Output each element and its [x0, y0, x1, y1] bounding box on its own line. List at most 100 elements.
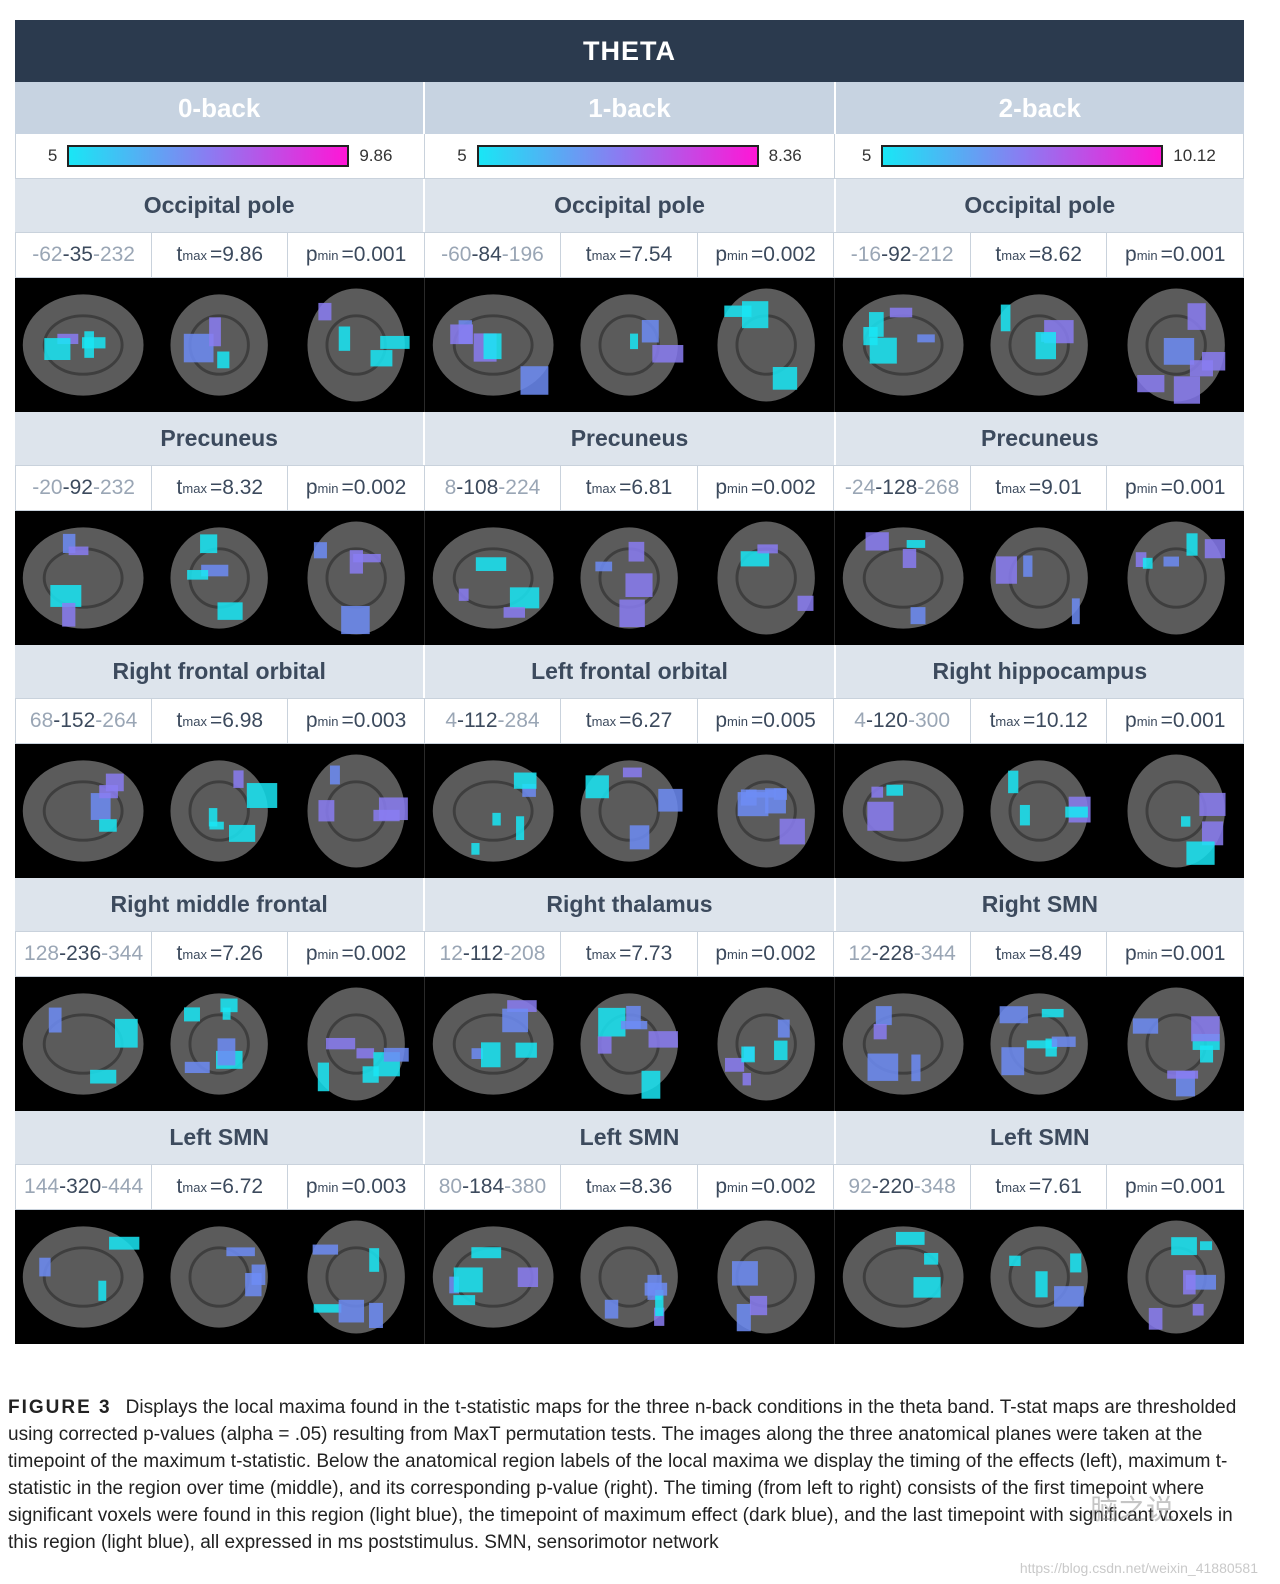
- equals-sign: =: [1028, 942, 1042, 965]
- timing-last: -444: [101, 1175, 144, 1198]
- activation-cluster: [325, 1037, 355, 1050]
- axial-view: [698, 278, 834, 412]
- activation-cluster: [450, 324, 474, 345]
- activation-cluster: [313, 542, 327, 559]
- activation-cluster: [585, 775, 610, 799]
- activation-cluster: [109, 1236, 140, 1250]
- coronal-view: [151, 744, 287, 878]
- timing-last: -300: [907, 709, 950, 732]
- tmax-symbol: t: [176, 709, 183, 732]
- tmax-subscript: max: [182, 713, 207, 729]
- activation-cluster: [217, 1038, 236, 1066]
- timing-cell: 4 -120 -300: [834, 698, 971, 744]
- activation-cluster: [889, 307, 913, 318]
- activation-cluster: [98, 1280, 107, 1301]
- pmin-cell: p min = 0.001: [288, 232, 425, 278]
- activation-cluster: [370, 350, 393, 367]
- activation-cluster: [352, 553, 381, 563]
- coronal-view: [971, 278, 1107, 412]
- pmin-cell: p min = 0.002: [697, 465, 835, 511]
- tmax-cell: t max = 7.61: [970, 1164, 1108, 1210]
- tmax-cell: t max = 7.54: [561, 232, 698, 278]
- activation-cluster: [911, 1054, 921, 1082]
- sagittal-brain-slice: [22, 760, 144, 862]
- activation-cluster: [1001, 1047, 1025, 1076]
- pmin-symbol: p: [305, 243, 318, 266]
- activation-cluster: [217, 602, 243, 620]
- activation-cluster: [742, 1073, 751, 1086]
- region-label: Left SMN: [423, 1111, 833, 1164]
- timing-peak: -92: [62, 476, 93, 499]
- pmin-value: 0.001: [1172, 1175, 1226, 1198]
- equals-sign: =: [209, 1175, 223, 1198]
- caption-text: Displays the local maxima found in the t…: [8, 1397, 1237, 1553]
- timing-cell: -62 -35 -232: [15, 232, 153, 278]
- pmin-value: 0.002: [763, 942, 816, 965]
- tmax-subscript: max: [182, 1179, 207, 1195]
- pmin-value: 0.005: [763, 709, 816, 732]
- tmax-symbol: t: [585, 942, 592, 965]
- coronal-view: [971, 744, 1107, 878]
- timing-peak: -220: [871, 1175, 914, 1198]
- timing-peak: -236: [59, 942, 102, 965]
- tmax-value: 8.32: [222, 476, 264, 499]
- timing-cell: 144 -320 -444: [15, 1164, 153, 1210]
- equals-sign: =: [750, 476, 764, 499]
- stats-group: 128 -236 -344 t max = 7.26 p min = 0.002: [15, 931, 425, 977]
- region-label: Occipital pole: [423, 179, 833, 232]
- timing-cell: 80 -184 -380: [424, 1164, 562, 1210]
- tmax-subscript: max: [591, 247, 617, 263]
- activation-cluster: [90, 793, 111, 820]
- equals-sign: =: [209, 243, 223, 266]
- colorbar-min: 5: [861, 146, 872, 165]
- sagittal-view: [425, 511, 561, 645]
- activation-cluster: [184, 1007, 201, 1022]
- tmax-symbol: t: [995, 476, 1002, 499]
- activation-cluster: [349, 550, 363, 574]
- pmin-subscript: min: [317, 480, 339, 496]
- activation-cluster: [1052, 1036, 1077, 1047]
- activation-cluster: [1166, 1070, 1198, 1079]
- timing-last: -344: [913, 942, 956, 965]
- brain-image-group: [834, 1210, 1244, 1344]
- coronal-view: [151, 977, 287, 1111]
- pmin-symbol: p: [715, 476, 728, 499]
- coronal-brain-slice: [170, 993, 269, 1095]
- tmax-cell: t max = 7.73: [561, 931, 698, 977]
- pmin-subscript: min: [727, 247, 748, 263]
- region-label: Left frontal orbital: [423, 645, 833, 698]
- coronal-view: [561, 1210, 697, 1344]
- pmin-subscript: min: [1136, 1179, 1158, 1195]
- activation-cluster: [39, 1257, 51, 1277]
- timing-last: -284: [497, 709, 540, 732]
- activation-cluster: [513, 772, 537, 789]
- figure-panel: THETA 0-back 1-back 2-back 5 9.86 5 8.36…: [15, 20, 1245, 1344]
- activation-cluster: [1001, 304, 1011, 332]
- timing-peak: -108: [456, 476, 499, 499]
- region-block: Occipital pole Occipital pole Occipital po…: [15, 179, 1245, 412]
- sagittal-brain-slice: [432, 1226, 554, 1328]
- tmax-subscript: max: [591, 713, 617, 729]
- activation-cluster: [471, 843, 480, 855]
- timing-peak: -152: [53, 709, 96, 732]
- timing-first: 144: [24, 1175, 60, 1198]
- pmin-symbol: p: [305, 709, 318, 732]
- pmin-subscript: min: [317, 713, 339, 729]
- timing-last: -208: [503, 942, 546, 965]
- timing-last: -196: [501, 243, 544, 266]
- axial-brain-slice: [717, 1220, 815, 1334]
- pmin-subscript: min: [317, 1179, 339, 1195]
- stats-group: 4 -120 -300 t max = 10.12 p min = 0.001: [834, 698, 1245, 744]
- pmin-subscript: min: [317, 247, 339, 263]
- activation-cluster: [1163, 337, 1194, 365]
- tmax-value: 9.01: [1041, 476, 1082, 499]
- pmin-subscript: min: [727, 1179, 748, 1195]
- sagittal-view: [15, 977, 151, 1111]
- activation-cluster: [1201, 821, 1223, 846]
- axial-view: [288, 744, 424, 878]
- pmin-cell: p min = 0.002: [697, 232, 835, 278]
- equals-sign: =: [619, 476, 632, 499]
- activation-cluster: [1189, 360, 1213, 377]
- region-label-row: Right frontal orbital Left frontal orbita…: [15, 645, 1244, 698]
- timing-last: -212: [911, 243, 954, 266]
